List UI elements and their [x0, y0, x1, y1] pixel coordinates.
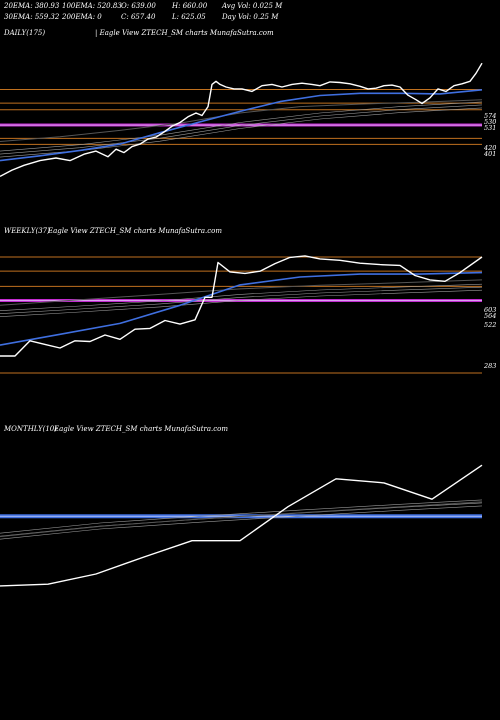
band-line: [0, 505, 483, 540]
y-tick-label: 420: [483, 144, 496, 152]
header-100ema: 100EMA: 520.83: [62, 2, 122, 10]
price-line: [0, 464, 483, 587]
ema-header: 20EMA: 380.93 100EMA: 520.83 O: 639.00 H…: [3, 2, 283, 21]
band-line: [0, 286, 483, 314]
y-tick-label: 564: [484, 312, 496, 320]
header-close: C: 657.40: [121, 13, 156, 21]
y-tick-label: 522: [484, 321, 496, 329]
daily-title: DAILY(175): [3, 29, 45, 37]
header-low: L: 625.05: [171, 13, 206, 21]
band-line: [0, 104, 483, 155]
weekly-panel: WEEKLY(37) Eagle View ZTECH_SM charts Mu…: [0, 227, 496, 374]
ema-line-dark: [0, 279, 483, 306]
monthly-subtitle: Eagle View ZTECH_SM charts MunafaSutra.c…: [53, 425, 228, 433]
header-avg-vol: Avg Vol: 0.025 M: [221, 2, 283, 10]
band-line: [0, 283, 483, 311]
monthly-title: MONTHLY(10): [3, 425, 57, 433]
y-tick-label: 531: [484, 124, 496, 132]
header-high: H: 660.00: [171, 2, 208, 10]
header-open: O: 639.00: [121, 2, 156, 10]
header-30ema: 30EMA: 559.32: [4, 13, 60, 21]
price-line: [0, 62, 483, 178]
y-tick-label: 603: [484, 306, 496, 314]
header-20ema: 20EMA: 380.93: [3, 2, 60, 10]
price-line: [0, 255, 483, 357]
y-tick-label: 530: [484, 118, 496, 126]
monthly-panel: MONTHLY(10) Eagle View ZTECH_SM charts M…: [0, 425, 483, 587]
ema-line-dark: [0, 99, 483, 142]
y-tick-label: 283: [483, 362, 496, 370]
ema-line-blue: [0, 89, 483, 162]
y-tick-label: 401: [483, 150, 496, 158]
weekly-subtitle: Eagle View ZTECH_SM charts MunafaSutra.c…: [47, 227, 222, 235]
y-tick-label: 574: [484, 112, 496, 120]
daily-subtitle: | Eagle View ZTECH_SM charts MunafaSutra…: [95, 29, 274, 37]
ema-line-dark: [0, 501, 483, 538]
band-line: [0, 101, 483, 152]
band-line: [0, 289, 483, 317]
ema-line-blue: [0, 271, 483, 346]
header-200ema: 200EMA: 0: [61, 13, 102, 21]
daily-panel: DAILY(175) | Eagle View ZTECH_SM charts …: [0, 29, 496, 178]
band-line: [0, 499, 483, 534]
header-day-vol: Day Vol: 0.25 M: [221, 13, 279, 21]
weekly-title: WEEKLY(37): [4, 227, 50, 235]
